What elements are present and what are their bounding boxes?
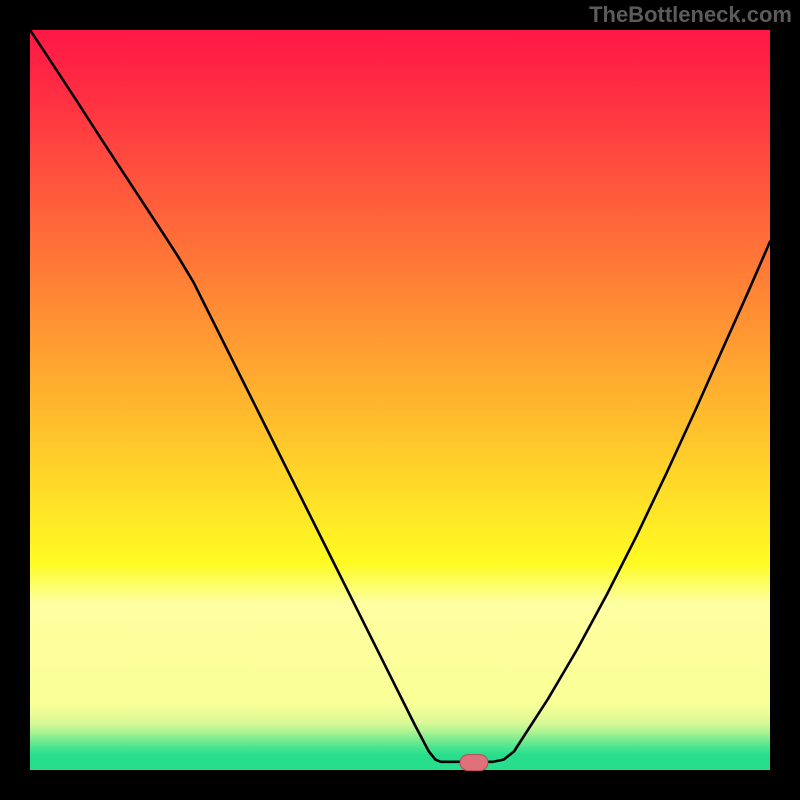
chart-plot-area — [30, 30, 770, 770]
optimal-point-marker — [460, 755, 488, 771]
watermark-text: TheBottleneck.com — [589, 2, 792, 27]
bottleneck-chart: TheBottleneck.com — [0, 0, 800, 800]
